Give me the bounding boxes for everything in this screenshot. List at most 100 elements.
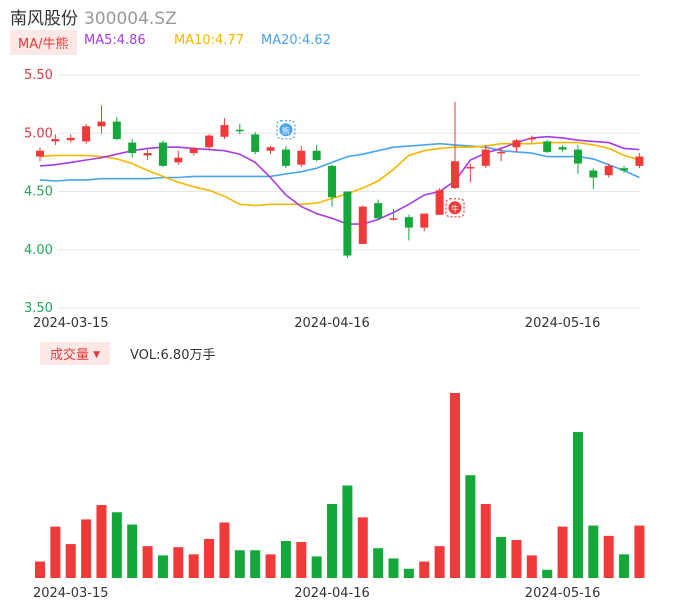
ma10-line — [39, 141, 640, 207]
marker-label: 熊 — [282, 125, 290, 135]
volume-label: 成交量 — [50, 348, 90, 363]
dropdown-arrow-icon: ▼ — [93, 350, 101, 360]
ma-indicator-selector[interactable]: MA/牛熊 — [10, 30, 77, 55]
volume-bar — [65, 544, 76, 578]
stock-code: 300004.SZ — [84, 9, 177, 29]
volume-bar — [342, 485, 353, 578]
volume-value: VOL:6.80万手 — [130, 348, 216, 363]
candle-body — [481, 149, 490, 166]
volume-bar — [572, 432, 583, 578]
candle-body — [573, 149, 582, 164]
candle-body — [635, 156, 644, 166]
candle-body — [389, 218, 398, 220]
candle-body — [251, 134, 260, 152]
volume-bar — [526, 555, 537, 578]
y-tick-label: 4.00 — [24, 243, 53, 258]
volume-indicator-selector[interactable]: 成交量 ▼ — [40, 342, 111, 365]
x-axis-date-label: 2024-03-15 — [33, 586, 109, 601]
candle-body — [497, 151, 506, 154]
candle-body — [512, 140, 521, 148]
volume-bar — [280, 541, 291, 578]
volume-bar — [296, 542, 307, 578]
volume-bar — [142, 546, 153, 578]
x-axis-date-label: 2024-04-16 — [294, 316, 370, 331]
candle-body — [112, 121, 121, 140]
x-axis-date-label: 2024-05-16 — [525, 586, 601, 601]
volume-bar — [634, 525, 645, 578]
volume-bar — [603, 535, 614, 578]
candle-body — [220, 125, 229, 137]
candle-body — [466, 167, 475, 169]
ma5-value: MA5:4.86 — [84, 33, 146, 48]
volume-bar — [542, 569, 553, 578]
volume-bar — [419, 561, 430, 578]
marker-frame — [276, 120, 296, 140]
volume-bar — [219, 522, 230, 578]
volume-bar — [327, 504, 338, 578]
candle-body — [589, 170, 598, 178]
candle-body — [189, 148, 198, 154]
candle-body — [297, 150, 306, 165]
candle-body — [527, 137, 536, 140]
candle-body — [143, 153, 152, 156]
candle-body — [558, 147, 567, 150]
candle-body — [205, 135, 214, 148]
candle-body — [97, 121, 106, 127]
volume-bar — [81, 519, 92, 578]
volume-bar — [35, 561, 45, 578]
volume-bar — [480, 504, 491, 578]
volume-bar — [157, 555, 168, 578]
candle-body — [435, 190, 444, 215]
volume-bar — [96, 505, 107, 578]
volume-bar — [234, 550, 245, 578]
volume-bar — [449, 393, 460, 578]
volume-bar — [188, 554, 199, 578]
y-tick-label: 3.50 — [24, 301, 53, 316]
candle-body — [36, 150, 44, 157]
candlestick-chart[interactable]: 5.50 5.00 4.50 4.00 3.50 熊牛 2024-03-15 2024-04-… — [0, 60, 686, 335]
candle-body — [374, 203, 383, 219]
candle-body — [404, 217, 413, 228]
candle-body — [620, 168, 629, 171]
candle-body — [604, 165, 613, 176]
candle-body — [343, 191, 352, 256]
volume-bar — [619, 554, 630, 578]
volume-legend: 成交量 ▼ VOL:6.80万手 — [40, 342, 215, 365]
x-axis-date-label: 2024-04-16 — [294, 586, 370, 601]
y-tick-label: 5.50 — [24, 68, 53, 83]
volume-bar — [250, 550, 261, 578]
volume-bar — [173, 547, 184, 578]
candle-body — [281, 149, 290, 166]
volume-bar — [265, 554, 276, 578]
x-axis-date-label: 2024-03-15 — [33, 316, 109, 331]
marker-badge — [448, 201, 462, 215]
candle-body — [543, 141, 552, 152]
x-axis-date-label: 2024-05-16 — [525, 316, 601, 331]
candle-body — [66, 137, 75, 141]
volume-bar — [465, 475, 476, 578]
volume-bar — [50, 526, 61, 578]
stock-name: 南风股份 — [10, 9, 78, 29]
volume-bar — [403, 568, 414, 578]
volume-bar — [373, 548, 384, 578]
candle-body — [266, 147, 275, 151]
volume-bar — [588, 525, 599, 578]
candle-body — [82, 126, 91, 142]
candle-body — [235, 129, 244, 132]
ma-legend: MA/牛熊 MA5:4.86 MA10:4.77 MA20:4.62 — [10, 30, 331, 55]
candle-body — [312, 150, 321, 161]
candle-body — [328, 165, 337, 198]
ma20-line — [39, 142, 640, 182]
candle-body — [174, 157, 183, 163]
y-tick-label: 4.50 — [24, 185, 53, 200]
candle-body — [450, 161, 459, 189]
ma5-line — [39, 135, 640, 225]
volume-bar — [557, 526, 568, 578]
volume-bar — [127, 524, 138, 578]
ma20-value: MA20:4.62 — [261, 33, 331, 48]
candle-body — [358, 206, 367, 244]
volume-bar — [511, 539, 522, 578]
volume-bar — [311, 556, 322, 578]
volume-chart[interactable]: 2024-03-15 2024-04-16 2024-05-16 — [0, 365, 686, 606]
ma10-value: MA10:4.77 — [174, 33, 244, 48]
